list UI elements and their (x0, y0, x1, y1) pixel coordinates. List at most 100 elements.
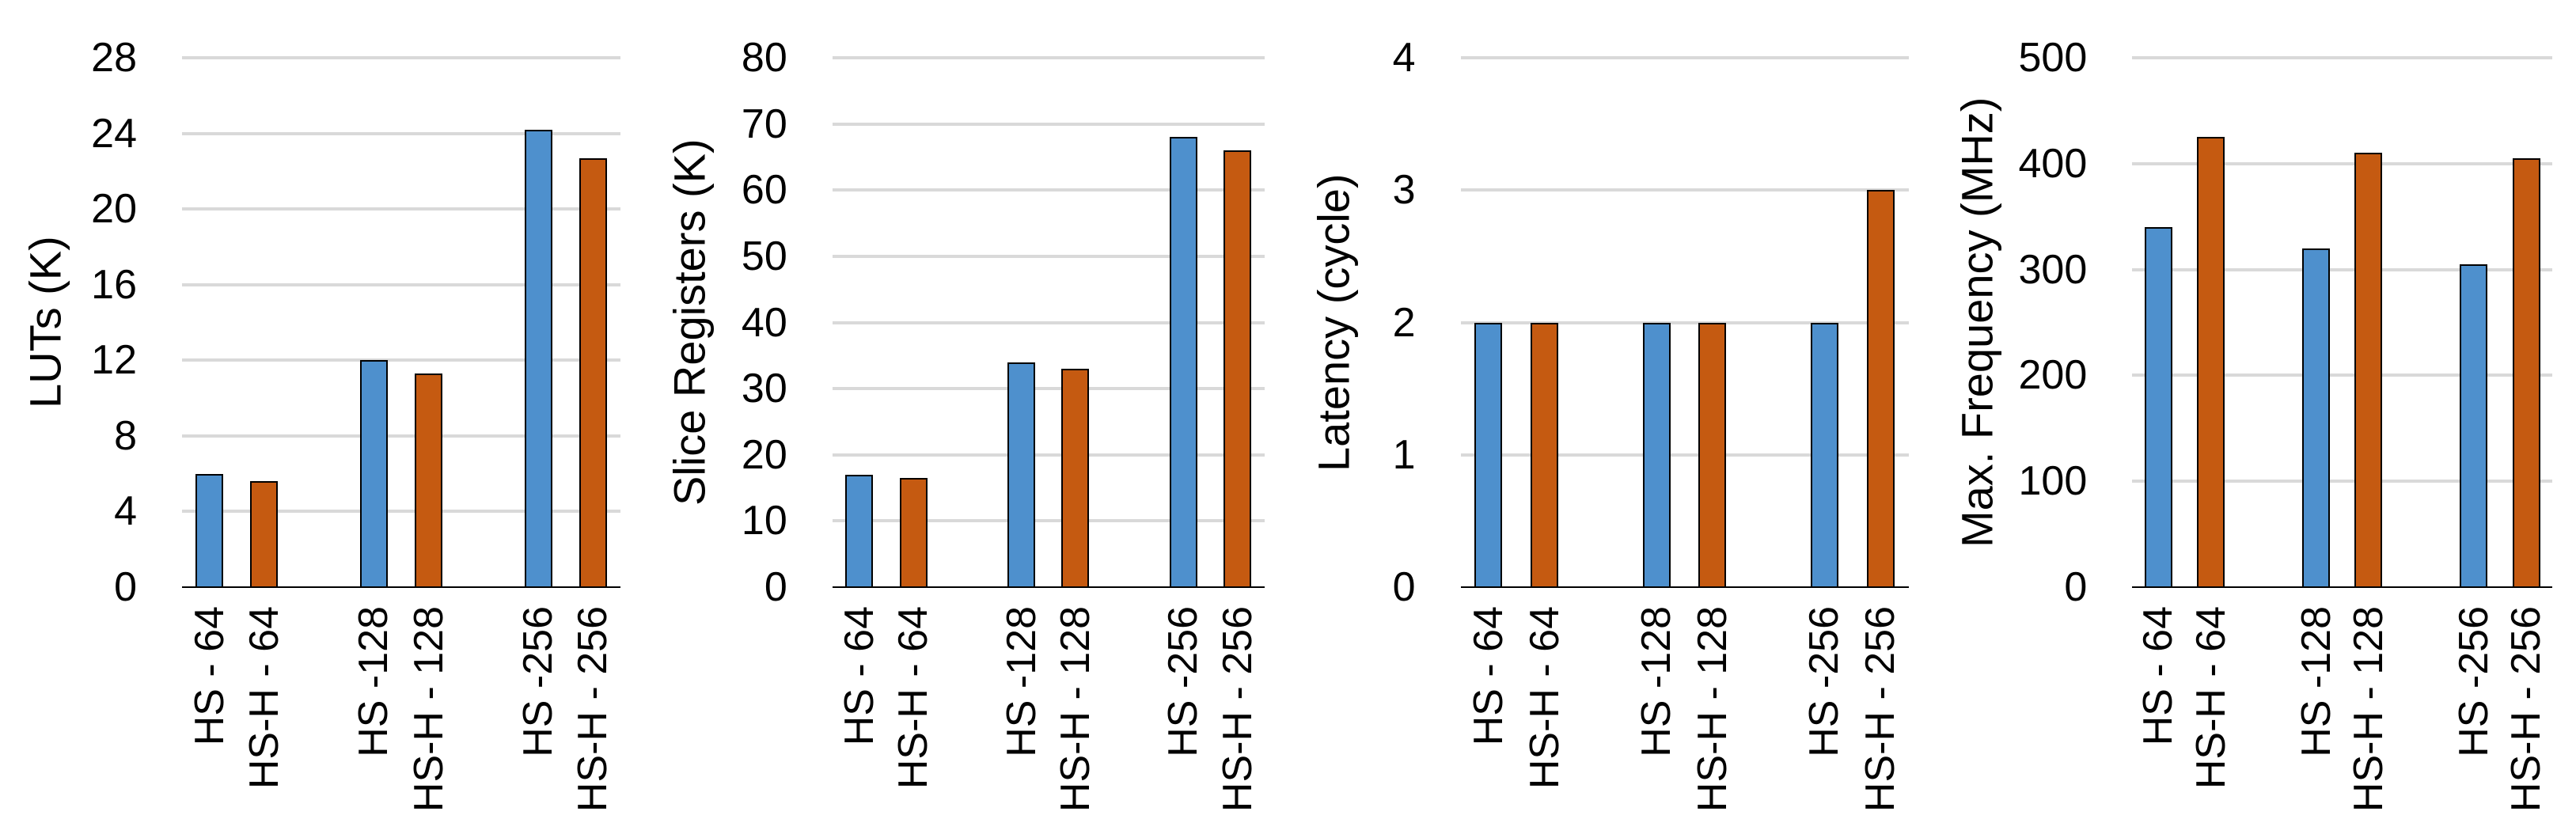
bar-hs (1474, 322, 1503, 587)
bar-hs (359, 360, 388, 587)
y-tick-label: 50 (741, 233, 787, 279)
chart-panel-slice-registers: Slice Registers (K) 0 10 20 30 40 50 60 70 80 HS -… (644, 0, 1288, 838)
bar-hsh (250, 481, 279, 587)
bar-hs (524, 129, 552, 587)
bar-hsh (415, 373, 443, 587)
gridline (832, 188, 1265, 192)
plot-area (2132, 56, 2553, 588)
chart-panel-latency: Latency (cycle) 0 1 2 3 4 HS - 64 HS-H - 64 HS -… (1288, 0, 1933, 838)
plot-area (182, 56, 620, 588)
x-tick-label: HS-H - 64 (2187, 606, 2234, 790)
bar-hs (2302, 248, 2331, 587)
chart-panel-max-frequency: Max. Frequency (MHz) 0 100 200 300 400 500 HS -… (1932, 0, 2576, 838)
x-tick-label: HS -256 (515, 606, 562, 757)
x-tick-label: HS-H - 128 (2345, 606, 2392, 813)
y-tick-label: 0 (114, 564, 137, 610)
gridline (832, 387, 1265, 391)
gridline (2132, 373, 2553, 377)
gridline (182, 434, 620, 438)
y-tick-label: 8 (114, 412, 137, 459)
y-tick-label: 0 (1392, 564, 1416, 610)
x-tick-label: HS -128 (2293, 606, 2339, 757)
x-tick-label: HS-H - 128 (1052, 606, 1098, 813)
x-axis-line (182, 586, 620, 588)
x-tick-label: HS -128 (351, 606, 397, 757)
y-tick-label: 30 (741, 366, 787, 412)
gridline (832, 254, 1265, 258)
bar-hs (1810, 322, 1838, 587)
bar-hs (1007, 362, 1036, 587)
gridline (1460, 453, 1909, 457)
y-tick-label: 60 (741, 167, 787, 214)
x-tick-label: HS -256 (2450, 606, 2497, 757)
y-tick-label: 300 (2018, 246, 2088, 293)
bar-hsh (579, 157, 607, 587)
gridline (182, 56, 620, 59)
y-tick-label: 80 (741, 35, 787, 81)
y-tick-label: 0 (764, 564, 787, 610)
x-tick-label: HS-H - 64 (241, 606, 287, 790)
y-tick-label: 70 (741, 100, 787, 147)
gridline (182, 131, 620, 135)
gridline (832, 320, 1265, 324)
y-tick-label: 20 (91, 186, 137, 233)
y-tick-label: 0 (2064, 564, 2088, 610)
x-tick-label: HS -128 (1633, 606, 1680, 757)
bar-hsh (1866, 190, 1895, 587)
x-tick-label: HS-H - 128 (1689, 606, 1736, 813)
x-tick-label: HS -256 (1801, 606, 1848, 757)
x-tick-label: HS - 64 (1465, 606, 1512, 746)
y-tick-label: 10 (741, 498, 787, 544)
bar-hsh (1531, 322, 1559, 587)
gridline (2132, 56, 2553, 59)
bar-hsh (2354, 153, 2383, 587)
y-tick-label: 28 (91, 35, 137, 81)
bar-hsh (2512, 158, 2540, 587)
gridline (182, 207, 620, 211)
gridline (832, 122, 1265, 126)
y-axis-title: Max. Frequency (MHz) (1952, 97, 2002, 548)
gridline (832, 56, 1265, 59)
y-tick-label: 400 (2018, 140, 2088, 187)
bar-hsh (2197, 137, 2225, 587)
bar-hsh (1224, 150, 1252, 587)
y-tick-label: 20 (741, 431, 787, 478)
bar-hs (1642, 322, 1671, 587)
bar-hs (2144, 227, 2172, 587)
gridline (182, 510, 620, 514)
chart-panel-luts: LUTs (K) 0 4 8 12 16 20 24 28 HS - 64 HS-H - 64 HS … (0, 0, 644, 838)
bar-hsh (1061, 369, 1090, 587)
gridline (182, 282, 620, 286)
y-tick-label: 3 (1392, 167, 1416, 214)
x-tick-label: HS-H - 256 (570, 606, 616, 813)
x-tick-label: HS -128 (998, 606, 1045, 757)
x-tick-label: HS-H - 256 (1857, 606, 1904, 813)
y-tick-label: 24 (91, 110, 137, 157)
x-tick-label: HS - 64 (2135, 606, 2182, 746)
x-axis-line (832, 586, 1265, 588)
gridline (1460, 188, 1909, 192)
bar-hs (195, 473, 224, 587)
y-tick-label: 4 (114, 488, 137, 535)
x-tick-label: HS - 64 (836, 606, 882, 746)
gridline (1460, 320, 1909, 324)
x-axis-line (1460, 586, 1909, 588)
gridline (1460, 56, 1909, 59)
plot-area (832, 56, 1265, 588)
x-tick-label: HS-H - 128 (405, 606, 452, 813)
bar-hsh (899, 478, 928, 587)
x-tick-label: HS-H - 64 (1521, 606, 1568, 790)
y-tick-label: 40 (741, 299, 787, 346)
x-tick-label: HS-H - 256 (2503, 606, 2550, 813)
y-tick-label: 100 (2018, 458, 2088, 505)
x-tick-label: HS-H - 64 (890, 606, 937, 790)
y-tick-label: 500 (2018, 35, 2088, 81)
x-tick-label: HS -256 (1160, 606, 1207, 757)
y-tick-label: 16 (91, 261, 137, 308)
y-tick-label: 12 (91, 337, 137, 384)
gridline (2132, 480, 2553, 483)
gridline (2132, 267, 2553, 271)
bar-hs (845, 474, 874, 587)
gridline (182, 358, 620, 362)
